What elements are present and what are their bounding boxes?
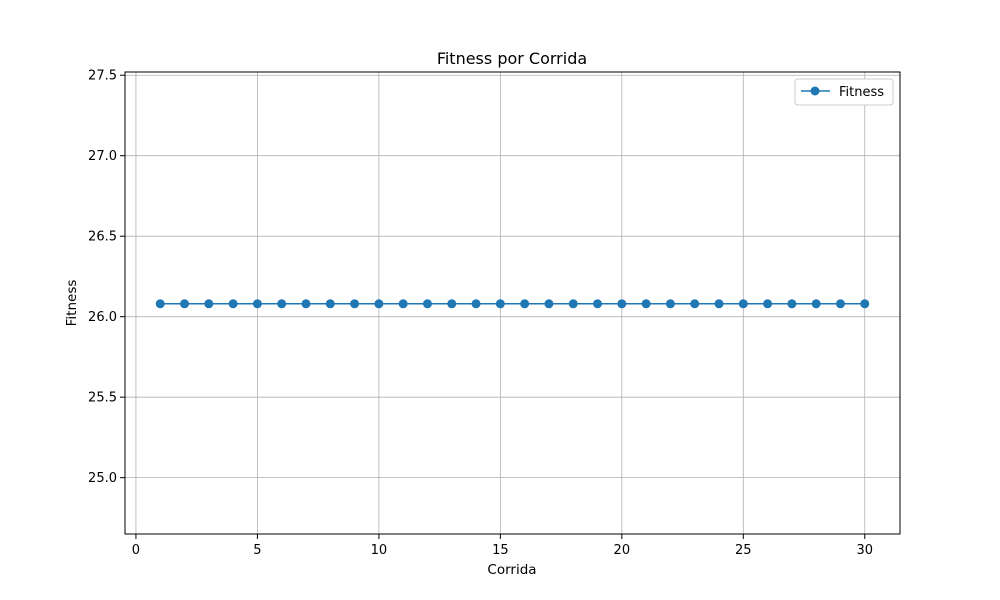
data-point [763, 299, 773, 309]
data-point [277, 299, 287, 309]
data-point [811, 299, 821, 309]
y-tick-label: 26.0 [88, 310, 117, 325]
y-tick-label: 25.0 [88, 471, 117, 486]
data-point [738, 299, 748, 309]
y-tick-label: 27.0 [88, 149, 117, 164]
data-point [544, 299, 554, 309]
data-point [495, 299, 505, 309]
y-tick-label: 26.5 [88, 230, 117, 245]
data-point [714, 299, 724, 309]
data-point [180, 299, 190, 309]
data-point [593, 299, 603, 309]
y-tick-label: 27.5 [88, 69, 117, 84]
legend-box [794, 78, 894, 106]
y-axis-ticks: 25.0 25.5 26.0 26.5 27.0 27.5 [88, 69, 125, 486]
x-tick-label: 15 [492, 543, 509, 558]
data-point [787, 299, 797, 309]
legend-circle-marker [810, 86, 820, 96]
series-layer [155, 299, 870, 309]
legend: Fitness [794, 78, 894, 106]
plot-frame [124, 71, 901, 535]
x-tick-label: 10 [371, 543, 388, 558]
data-point [447, 299, 457, 309]
data-point [155, 299, 165, 309]
data-point [641, 299, 651, 309]
data-point [665, 299, 675, 309]
y-axis-label: Fitness [64, 280, 80, 327]
data-point [398, 299, 408, 309]
data-point [568, 299, 578, 309]
data-point [301, 299, 311, 309]
data-point [617, 299, 627, 309]
x-tick-label: 0 [132, 543, 140, 558]
data-point [520, 299, 530, 309]
data-point [228, 299, 238, 309]
data-point [350, 299, 360, 309]
data-point [690, 299, 700, 309]
data-point [422, 299, 432, 309]
legend-label: Fitness [839, 85, 884, 100]
data-point [374, 299, 384, 309]
data-point [835, 299, 845, 309]
x-axis-ticks: 0 5 10 15 20 25 30 [132, 534, 873, 558]
x-tick-label: 5 [253, 543, 261, 558]
x-tick-label: 25 [735, 543, 752, 558]
y-tick-label: 25.5 [88, 391, 117, 406]
data-point [252, 299, 262, 309]
data-point [471, 299, 481, 309]
x-tick-label: 30 [856, 543, 873, 558]
x-axis-label: Corrida [487, 562, 536, 578]
chart-title: Fitness por Corrida [437, 49, 587, 68]
data-point [325, 299, 335, 309]
x-tick-label: 20 [614, 543, 631, 558]
data-point [860, 299, 870, 309]
plot-area [125, 72, 900, 534]
data-point [204, 299, 214, 309]
